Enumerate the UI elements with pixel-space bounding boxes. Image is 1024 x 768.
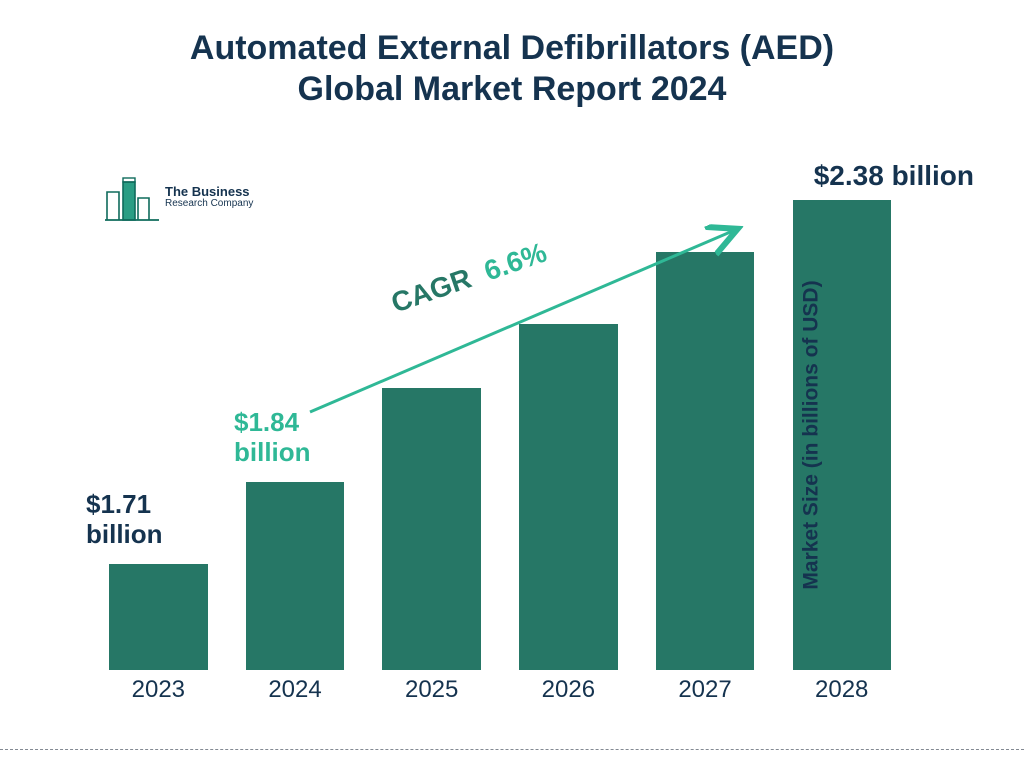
- title-line-1: Automated External Defibrillators (AED): [0, 28, 1024, 69]
- bar-2026: [519, 324, 617, 670]
- bar-col-2: [363, 388, 500, 670]
- title-line-2: Global Market Report 2024: [0, 69, 1024, 110]
- bar-col-1: [227, 482, 364, 670]
- xtick-1: 2024: [227, 676, 364, 704]
- value-label-2028: $2.38 billion: [814, 160, 974, 192]
- bar-col-5: [773, 200, 910, 670]
- x-axis: 2023 2024 2025 2026 2027 2028: [80, 676, 920, 704]
- report-chart-page: Automated External Defibrillators (AED) …: [0, 0, 1024, 768]
- xtick-3: 2026: [500, 676, 637, 704]
- value-label-2023-unit: billion: [86, 520, 163, 550]
- value-label-2023: $1.71 billion: [86, 490, 163, 550]
- value-label-2024-unit: billion: [234, 438, 311, 468]
- bar-col-0: [90, 564, 227, 670]
- logo-line-1: The Business: [165, 185, 253, 199]
- value-label-2023-amount: $1.71: [86, 490, 163, 520]
- xtick-0: 2023: [90, 676, 227, 704]
- footer-divider: [0, 749, 1024, 750]
- bar-2023: [109, 564, 207, 670]
- xtick-5: 2028: [773, 676, 910, 704]
- xtick-2: 2025: [363, 676, 500, 704]
- bar-2027: [656, 252, 754, 670]
- value-label-2024: $1.84 billion: [234, 408, 311, 468]
- bar-col-3: [500, 324, 637, 670]
- y-axis-label: Market Size (in billions of USD): [799, 280, 823, 589]
- chart-title: Automated External Defibrillators (AED) …: [0, 28, 1024, 110]
- bar-2025: [382, 388, 480, 670]
- xtick-4: 2027: [637, 676, 774, 704]
- bar-2024: [246, 482, 344, 670]
- value-label-2024-amount: $1.84: [234, 408, 311, 438]
- bar-col-4: [637, 252, 774, 670]
